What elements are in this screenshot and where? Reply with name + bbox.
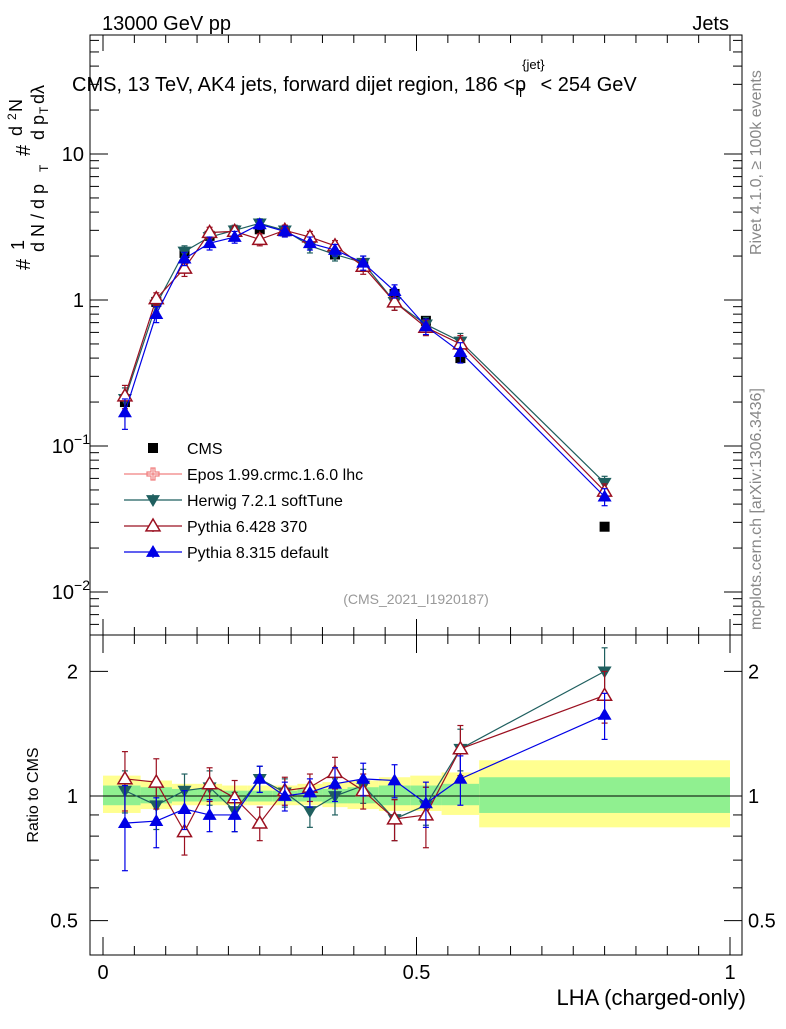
legend-marker-cms xyxy=(148,443,158,453)
data-point-pythia8 xyxy=(327,243,342,255)
data-point-pythia6 xyxy=(176,823,193,838)
ratio-band-inner xyxy=(479,777,730,813)
x-axis-label: LHA (charged-only) xyxy=(556,985,746,1010)
data-point-pythia8 xyxy=(177,251,192,264)
series-pythia8 xyxy=(117,217,612,507)
legend-label-herwig: Herwig 7.2.1 softTune xyxy=(187,493,343,510)
legend-label-epos: Epos 1.99.crmc.1.6.0 lhc xyxy=(187,467,363,484)
data-point-pythia8 xyxy=(418,796,433,809)
data-point-pythia8 xyxy=(327,776,342,789)
data-point-pythia8 xyxy=(387,773,402,786)
legend: CMS Epos 1.99.crmc.1.6.0 lhc Herwig 7.2.1 … xyxy=(124,441,363,562)
data-point-pythia6 xyxy=(251,814,269,829)
ratio-y-tick-label-left: 0.5 xyxy=(50,911,78,933)
data-point-pythia6 xyxy=(251,230,269,246)
series-pythia8 xyxy=(117,692,612,872)
data-point-pythia8 xyxy=(387,284,402,297)
ratio-y-tick-label-right: 2 xyxy=(748,661,759,683)
main-y-tick-label: 10 xyxy=(62,144,84,166)
legend-label-cms: CMS xyxy=(187,441,223,458)
main-axis-ticks: 10−2 10−1 1 10 xyxy=(52,35,742,635)
data-point-pythia6 xyxy=(201,775,218,790)
mcplots-credit-label: mcplots.cern.ch [arXiv:1306.3436] xyxy=(748,388,765,630)
data-point-pythia8 xyxy=(252,771,267,784)
x-tick-label: 0.5 xyxy=(403,962,431,984)
data-point-pythia6 xyxy=(176,259,193,274)
data-point-pythia6 xyxy=(452,740,469,755)
legend-marker-epos xyxy=(146,467,160,481)
data-point-pythia8 xyxy=(277,224,292,237)
x-tick-label: 0 xyxy=(97,962,108,984)
data-point-pythia8 xyxy=(302,785,317,798)
data-point-pythia8 xyxy=(227,807,242,820)
data-point-pythia8 xyxy=(277,789,292,801)
main-y-tick-label: 1 xyxy=(73,290,84,312)
legend-label-pythia8: Pythia 8.315 default xyxy=(187,545,329,562)
ratio-uncertainty-bands xyxy=(103,760,730,828)
data-point-pythia8 xyxy=(453,345,468,357)
x-tick-label: 1 xyxy=(724,962,735,984)
ratio-y-tick-label-left: 1 xyxy=(67,786,78,808)
data-point-pythia6 xyxy=(147,773,165,788)
process-label: Jets xyxy=(692,13,729,35)
ratio-y-tick-label-right: 1 xyxy=(748,786,759,808)
main-series-group xyxy=(116,217,613,532)
analysis-id-label: (CMS_2021_I1920187) xyxy=(343,591,489,607)
data-point-pythia8 xyxy=(252,217,267,230)
data-point-pythia8 xyxy=(597,489,612,502)
legend-marker-herwig xyxy=(146,495,160,507)
plot-title: CMS, 13 TeV, AK4 jets, forward dijet reg… xyxy=(72,57,637,100)
data-point-pythia8 xyxy=(149,307,164,320)
ratio-axis-ticks: 0.5 0.5 1 1 2 2 0 0.5 1 xyxy=(50,635,776,984)
ratio-y-axis-label: Ratio to CMS xyxy=(25,747,42,842)
data-point-pythia6 xyxy=(116,770,134,785)
legend-marker-pythia6 xyxy=(144,517,162,532)
ratio-series-group xyxy=(116,647,613,872)
data-point-pythia8 xyxy=(202,236,217,249)
data-point-pythia6 xyxy=(386,810,403,825)
data-point-cms xyxy=(599,521,610,532)
data-point-pythia6 xyxy=(147,290,165,305)
series-line-pythia8 xyxy=(124,223,606,498)
data-point-pythia8 xyxy=(302,236,317,249)
ratio-band-inner xyxy=(103,785,141,806)
main-y-axis-label: # 1 d N / d p T # d 2 N d p T dλ xyxy=(0,85,53,270)
data-point-pythia8 xyxy=(453,771,468,784)
main-y-tick-label: 10−2 xyxy=(52,577,90,604)
rivet-version-label: Rivet 4.1.0, ≥ 100k events xyxy=(748,70,765,255)
data-point-pythia8 xyxy=(202,807,217,820)
energy-label: 13000 GeV pp xyxy=(102,13,231,35)
data-point-pythia8 xyxy=(149,814,164,826)
y-label-text: # 1 d N / d p T # d 2 N d p T dλ xyxy=(0,85,53,270)
legend-marker-pythia8 xyxy=(146,545,160,557)
ratio-y-tick-label-right: 0.5 xyxy=(748,911,776,933)
data-point-pythia8 xyxy=(227,230,242,242)
data-point-pythia8 xyxy=(356,255,371,268)
data-point-pythia6 xyxy=(386,293,403,308)
data-point-pythia8 xyxy=(177,802,192,814)
data-point-pythia8 xyxy=(117,816,132,829)
data-point-pythia8 xyxy=(117,405,132,418)
ratio-y-tick-label-left: 2 xyxy=(67,661,78,683)
legend-label-pythia6: Pythia 6.428 370 xyxy=(187,519,307,536)
data-point-herwig xyxy=(302,806,317,818)
data-point-pythia8 xyxy=(356,771,371,784)
data-point-pythia8 xyxy=(597,707,612,720)
data-point-pythia8 xyxy=(418,319,433,332)
main-y-tick-label: 10−1 xyxy=(52,431,90,458)
